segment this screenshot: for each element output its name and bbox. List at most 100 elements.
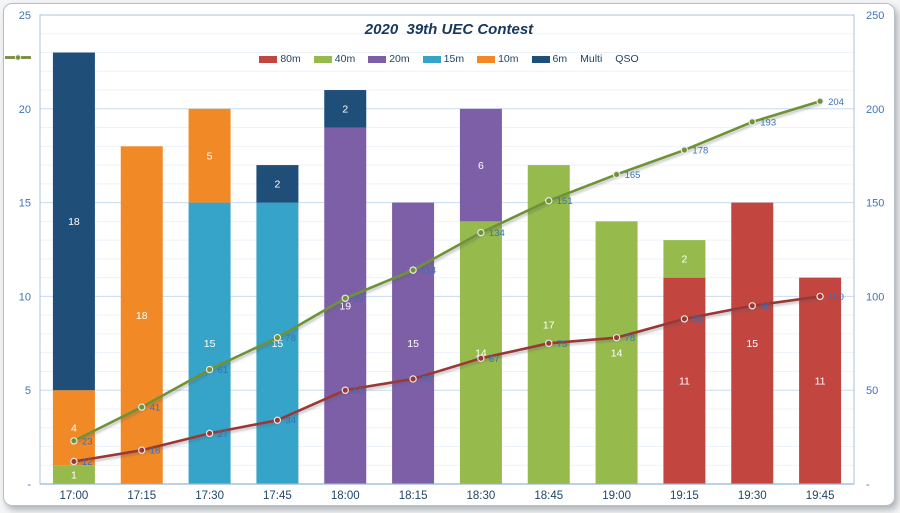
bar-segment-40m xyxy=(663,240,706,278)
multi-marker xyxy=(816,292,824,301)
bar-value-label: 15 xyxy=(272,338,284,350)
multi-value-label: 34 xyxy=(285,416,296,427)
multi-value-label: 100 xyxy=(828,292,844,303)
bar-value-label: 11 xyxy=(679,376,690,388)
multi-marker xyxy=(612,333,621,342)
bar-segment-10m xyxy=(120,146,163,484)
multi-value-label: 67 xyxy=(489,354,500,365)
bar-value-label: 2 xyxy=(681,254,687,266)
qso-value-label: 204 xyxy=(828,97,844,108)
multi-marker xyxy=(70,457,78,466)
y-axis-right-label: 50 xyxy=(866,385,878,397)
bar-segment-20m xyxy=(392,202,435,484)
legend-label: 40m xyxy=(334,53,356,65)
multi-marker xyxy=(748,302,756,310)
multi-marker xyxy=(477,354,485,363)
legend-item-10m: 10m xyxy=(477,53,519,65)
bar-value-label: 17 xyxy=(543,319,555,331)
multi-value-label: 56 xyxy=(421,374,432,385)
legend-label: 20m xyxy=(389,53,410,65)
multi-value-label: 12 xyxy=(82,457,93,468)
legend-label: 10m xyxy=(498,53,519,65)
x-axis-label: 18:45 xyxy=(534,490,563,502)
y-axis-left-label: - xyxy=(27,479,31,491)
bar-value-label: 4 xyxy=(71,423,77,435)
bar-segment-40m xyxy=(52,465,95,484)
x-axis-label: 19:45 xyxy=(806,490,835,502)
y-axis-right-label: 250 xyxy=(866,10,884,22)
bar-segment-6m xyxy=(256,165,299,203)
chart-plot-area: 1418181551521921514617141121511121827345… xyxy=(19,10,885,502)
multi-marker xyxy=(138,446,146,454)
x-axis-label: 17:15 xyxy=(127,490,156,502)
qso-marker xyxy=(409,266,417,274)
qso-marker xyxy=(273,333,282,342)
legend-item-6m: 6m xyxy=(531,53,567,65)
bar-value-label: 14 xyxy=(611,347,623,359)
y-axis-right-label: 150 xyxy=(866,198,884,210)
bar-segment-80m xyxy=(731,202,774,484)
bar-value-label: 5 xyxy=(207,151,213,163)
bar-value-label: 18 xyxy=(68,216,80,228)
qso-value-label: 193 xyxy=(760,117,776,128)
legend-swatch-icon xyxy=(477,55,496,63)
legend-swatch-icon xyxy=(259,55,278,63)
bar-segment-6m xyxy=(324,90,367,128)
y-axis-right-label: 200 xyxy=(866,104,884,116)
bar-value-label: 11 xyxy=(815,376,826,388)
multi-value-label: 18 xyxy=(150,446,161,457)
legend-line-marker-icon xyxy=(5,54,31,61)
y-axis-left-label: 20 xyxy=(19,104,31,116)
legend-label: 80m xyxy=(280,53,301,65)
qso-value-label: 134 xyxy=(489,228,505,239)
qso-value-label: 41 xyxy=(150,403,161,414)
bar-segment-10m xyxy=(188,108,231,203)
legend-label: QSO xyxy=(615,53,639,65)
qso-value-label: 114 xyxy=(421,266,436,277)
qso-value-label: 61 xyxy=(218,365,229,376)
x-axis-label: 18:30 xyxy=(467,490,496,502)
legend-swatch-icon xyxy=(368,55,387,63)
bar-segment-40m xyxy=(527,165,570,484)
bar-value-label: 15 xyxy=(204,338,216,350)
legend-item-40m: 40m xyxy=(313,53,356,65)
x-axis-label: 19:00 xyxy=(602,490,631,502)
bar-value-label: 14 xyxy=(475,347,487,359)
legend-item-qso: QSO xyxy=(5,53,639,65)
qso-value-label: 178 xyxy=(692,146,708,157)
qso-value-label: 78 xyxy=(285,333,296,344)
legend-swatch-icon xyxy=(422,55,441,63)
qso-marker xyxy=(70,437,78,445)
bar-segment-80m xyxy=(799,277,842,484)
bar-value-label: 1 xyxy=(71,469,77,481)
bar-segment-80m xyxy=(663,277,706,484)
multi-marker xyxy=(545,339,553,347)
multi-value-label: 27 xyxy=(218,429,229,440)
legend-item-20m: 20m xyxy=(368,53,410,65)
x-axis-label: 18:15 xyxy=(399,490,428,502)
multi-value-label: 50 xyxy=(353,386,364,397)
y-axis-left-label: 15 xyxy=(19,198,31,210)
multi-value-label: 75 xyxy=(557,339,568,350)
chart-card: 1 4 18 18 15 5 15 2 19 2 15 14 6 17 14 11 2 15 11 12 18 27 34 5… xyxy=(3,3,895,506)
bar-value-label: 19 xyxy=(339,301,351,313)
y-axis-right-label: 100 xyxy=(866,291,884,303)
qso-marker xyxy=(138,403,146,411)
x-axis-label: 17:00 xyxy=(60,490,89,502)
bar-value-label: 15 xyxy=(407,338,419,350)
qso-marker xyxy=(748,118,756,126)
bar-value-label: 18 xyxy=(136,310,148,322)
multi-marker xyxy=(680,315,689,323)
y-axis-left-label: 10 xyxy=(19,291,31,303)
bar-value-label: 15 xyxy=(746,338,758,350)
legend-item-multi: Multi xyxy=(5,53,603,65)
qso-value-label: 99 xyxy=(353,294,364,305)
multi-marker xyxy=(205,429,214,438)
multi-marker xyxy=(409,375,417,383)
chart-legend: 80m 40m 20m 15m 10m 6m Multi QSO xyxy=(4,53,894,65)
multi-value-label: 95 xyxy=(760,301,771,312)
qso-marker xyxy=(341,294,349,302)
legend-label: Multi xyxy=(580,53,603,65)
bar-segment-20m xyxy=(459,108,502,222)
legend-label: 15m xyxy=(443,53,465,65)
